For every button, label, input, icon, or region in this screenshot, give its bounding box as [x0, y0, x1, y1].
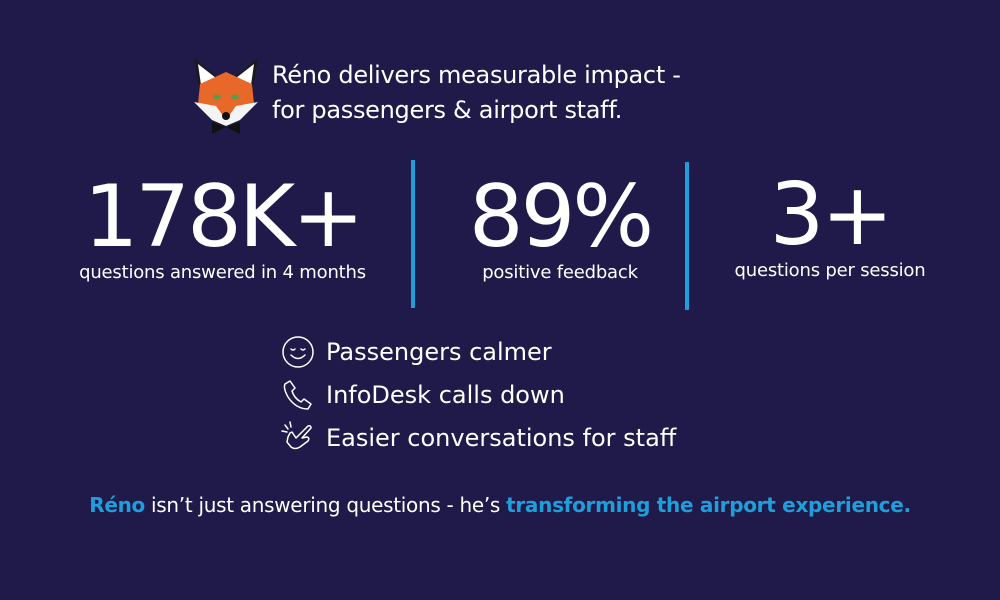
divider: [411, 160, 415, 308]
stat-value: 3+: [769, 165, 894, 265]
stat-value: 89%: [468, 167, 654, 267]
headline-line-2: for passengers & airport staff.: [272, 96, 623, 124]
benefit-label: Easier conversations for staff: [326, 424, 677, 452]
stat-label: questions per session: [734, 260, 926, 281]
phone-icon: [283, 380, 312, 410]
stat-label: positive feedback: [482, 262, 638, 283]
benefit-item: InfoDesk calls down: [280, 377, 565, 413]
headline: Réno delivers measurable impact - for pa…: [272, 58, 681, 128]
stat-questions-answered: 178K+ questions answered in 4 months: [50, 172, 395, 284]
footer-middle: isn’t just answering questions - he’s: [144, 493, 507, 517]
divider: [685, 162, 689, 310]
stat-questions-per-session: 3+ questions per session: [700, 170, 960, 282]
smiley-face-icon: [282, 336, 314, 368]
stat-label: questions answered in 4 months: [79, 262, 366, 283]
hand-snap-icon: [281, 421, 312, 450]
footer-name: Réno: [89, 493, 145, 517]
headline-line-1: Réno delivers measurable impact -: [272, 61, 681, 89]
benefit-label: Passengers calmer: [326, 338, 552, 366]
benefit-item: Passengers calmer: [280, 334, 552, 370]
fox-mascot-icon: [194, 58, 258, 134]
benefit-label: InfoDesk calls down: [326, 381, 565, 409]
benefit-item: Easier conversations for staff: [280, 420, 676, 456]
footer-tagline: Réno isn’t just answering questions - he…: [0, 493, 1000, 517]
footer-emphasis: transforming the airport experience.: [506, 493, 911, 517]
stat-positive-feedback: 89% positive feedback: [430, 172, 690, 284]
stat-value: 178K+: [83, 167, 365, 267]
